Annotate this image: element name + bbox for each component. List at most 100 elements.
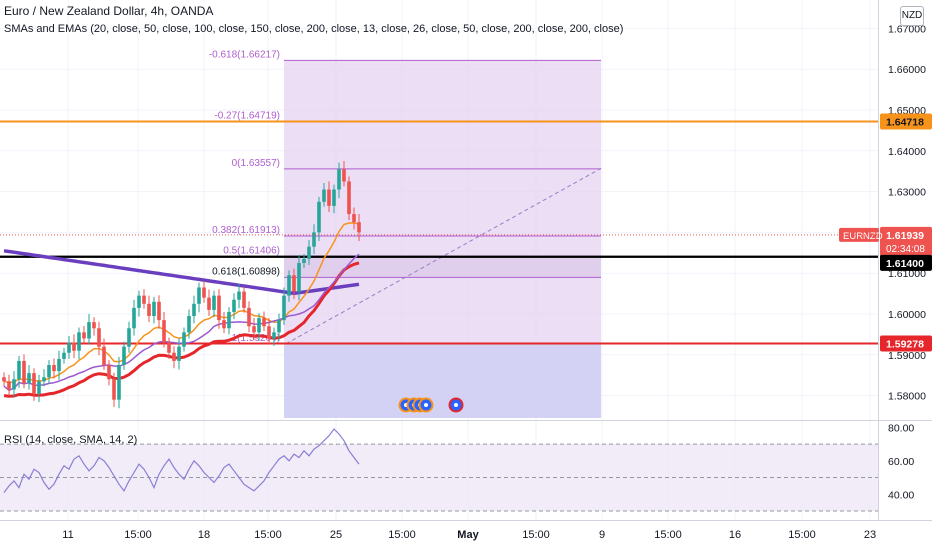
time-tick-label: May bbox=[457, 529, 479, 541]
sma-20-line bbox=[3, 253, 360, 392]
rsi-tick-label: 80.00 bbox=[888, 422, 914, 434]
candle-body bbox=[242, 291, 246, 308]
candle-body bbox=[127, 328, 131, 347]
candle-body bbox=[277, 320, 281, 333]
fib-level-label: 0(1.63557) bbox=[232, 158, 280, 169]
black-price-tag: 1.61400 bbox=[886, 258, 924, 270]
candle-body bbox=[217, 295, 221, 321]
price-tick-label: 1.66000 bbox=[888, 64, 926, 76]
candle-body bbox=[107, 365, 111, 380]
candle-body bbox=[142, 295, 146, 304]
candle-body bbox=[297, 263, 301, 292]
orange-price-tag: 1.64718 bbox=[886, 117, 924, 129]
candle-body bbox=[272, 332, 276, 339]
candle-body bbox=[37, 381, 41, 394]
price-axis[interactable]: 1.580001.590001.600001.610001.620001.630… bbox=[888, 23, 926, 402]
candle-body bbox=[57, 358, 61, 372]
candle-body bbox=[227, 311, 231, 329]
candle-body bbox=[302, 258, 306, 263]
candle-body bbox=[212, 295, 216, 310]
candle-body bbox=[202, 287, 206, 298]
ema-26-line bbox=[3, 261, 360, 398]
fibonacci-retracement[interactable]: -0.618(1.66217) -0.27(1.64719) 0(1.63557) 0… bbox=[209, 49, 602, 418]
fib-golden-zone bbox=[284, 256, 601, 278]
time-tick-label: 11 bbox=[62, 529, 73, 541]
price-tick-label: 1.63000 bbox=[888, 187, 926, 199]
rsi-tick-label: 60.00 bbox=[888, 456, 914, 468]
price-tick-label: 1.59000 bbox=[888, 350, 926, 362]
candle-body bbox=[12, 379, 16, 390]
candle-body bbox=[7, 381, 11, 390]
red-price-tag-bg bbox=[880, 335, 932, 352]
candle-body bbox=[342, 169, 346, 182]
fib-level-label: 0.618(1.60898) bbox=[212, 266, 280, 277]
candle-body bbox=[137, 295, 141, 308]
candle-body bbox=[222, 320, 226, 329]
fib-level-label: -0.618(1.66217) bbox=[209, 49, 280, 60]
candle-body bbox=[47, 365, 51, 378]
candle-body bbox=[122, 346, 126, 365]
candle-body bbox=[177, 346, 181, 361]
last-price: 1.61939 bbox=[886, 230, 924, 242]
candle-body bbox=[162, 320, 166, 343]
candles bbox=[2, 161, 361, 409]
fib-extension-zone bbox=[284, 344, 601, 418]
rsi-line bbox=[3, 428, 360, 493]
candle-body bbox=[192, 303, 196, 317]
time-tick-label: 9 bbox=[599, 529, 605, 541]
candle-body bbox=[252, 326, 256, 333]
candle-body bbox=[117, 365, 121, 400]
candle-body bbox=[287, 275, 291, 296]
candle-body bbox=[147, 303, 151, 317]
price-tick-label: 1.64000 bbox=[888, 146, 926, 158]
candle-body bbox=[282, 295, 286, 321]
event-marker bbox=[448, 397, 464, 413]
candle-body bbox=[292, 275, 296, 292]
candle-body bbox=[307, 246, 311, 259]
candle-body bbox=[92, 322, 96, 329]
time-axis[interactable]: 11 15:00 18 15:00 25 15:00 May 15:00 9 15:00 16 15:… bbox=[62, 529, 876, 541]
candle-body bbox=[52, 365, 56, 372]
candle-countdown: 02:34:08 bbox=[886, 244, 925, 255]
rsi-axis: 40.00 60.00 80.00 bbox=[888, 422, 914, 501]
candle-body bbox=[2, 377, 6, 382]
candle-body bbox=[182, 332, 186, 347]
rsi-panel bbox=[0, 428, 878, 512]
candle-body bbox=[112, 379, 116, 400]
rsi-title: RSI (14, close, SMA, 14, 2) bbox=[4, 434, 138, 446]
candle-body bbox=[262, 318, 266, 327]
candle-body bbox=[72, 342, 76, 351]
event-marker bbox=[418, 397, 434, 413]
price-tick-label: 1.58000 bbox=[888, 391, 926, 403]
event-marker-dot bbox=[424, 403, 428, 407]
price-tick-label: 1.67000 bbox=[888, 23, 926, 35]
chart-title: Euro / New Zealand Dollar, 4h, OANDA bbox=[4, 4, 214, 18]
candle-body bbox=[247, 307, 251, 327]
last-price-tag-bg bbox=[880, 226, 932, 257]
moving-averages bbox=[3, 222, 360, 398]
candle-body bbox=[267, 326, 271, 339]
fib-level-label: 1(1.59264) bbox=[232, 333, 280, 344]
candle-body bbox=[322, 189, 326, 202]
event-marker-dot bbox=[454, 403, 458, 407]
candle-body bbox=[102, 346, 106, 365]
time-tick-label: 15:00 bbox=[388, 529, 416, 541]
ema-13-line bbox=[3, 222, 360, 384]
candle-body bbox=[357, 222, 361, 233]
currency-badge[interactable]: NZD bbox=[900, 6, 924, 26]
candle-body bbox=[187, 316, 191, 333]
candle-body bbox=[352, 214, 356, 223]
candle-body bbox=[42, 377, 46, 382]
horizontal-lines bbox=[0, 120, 878, 345]
time-tick-label: 18 bbox=[198, 529, 210, 541]
ma-200-line bbox=[3, 249, 360, 296]
candle-body bbox=[27, 373, 31, 384]
candle-body bbox=[257, 318, 261, 333]
candle-body bbox=[77, 332, 81, 351]
candle-body bbox=[67, 342, 71, 353]
symbol-tag: EURNZD bbox=[843, 231, 883, 242]
candle-body bbox=[317, 201, 321, 233]
candle-body bbox=[197, 287, 201, 304]
